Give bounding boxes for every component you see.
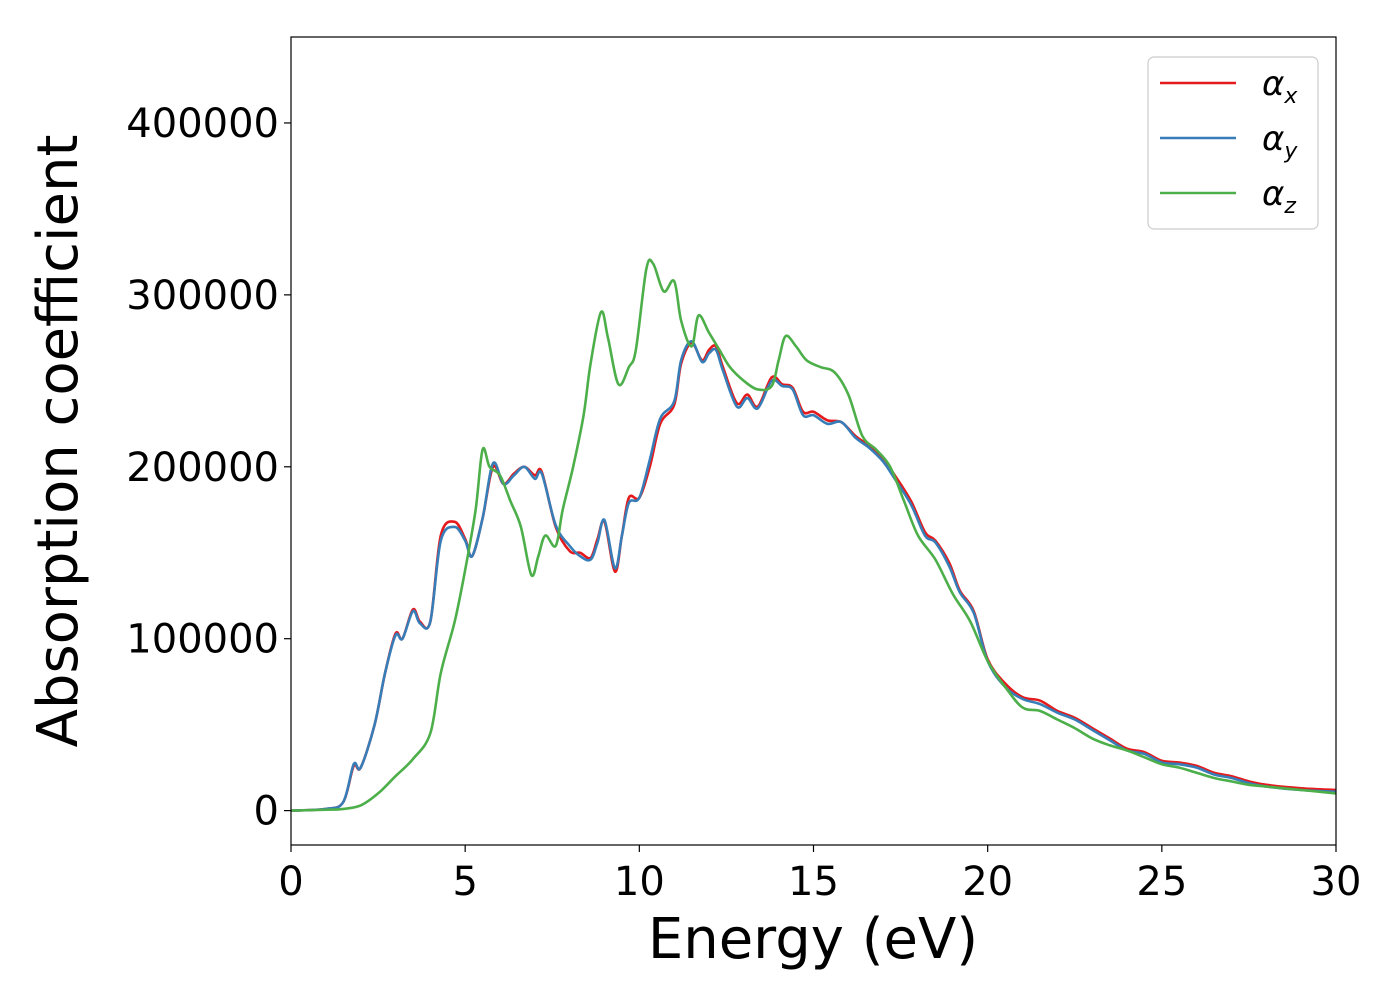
y-tick-label: 0 [254, 789, 279, 835]
x-tick-label: 0 [278, 859, 303, 905]
x-tick-label: 5 [452, 859, 477, 905]
y-tick-label: 400000 [126, 101, 279, 147]
x-tick-label: 15 [788, 859, 839, 905]
x-tick-label: 10 [614, 859, 665, 905]
y-tick-label: 100000 [126, 617, 279, 663]
y-axis-title: Absorption coefficient [26, 135, 91, 748]
legend-box [1147, 56, 1319, 230]
x-tick-label: 30 [1311, 859, 1362, 905]
x-axis-ticks: 0 5 10 15 20 25 30 [278, 845, 1361, 905]
series-line-x [290, 341, 1337, 812]
x-axis-title: Energy (eV) [648, 907, 978, 972]
x-tick-label: 25 [1136, 859, 1187, 905]
y-axis-ticks: 0 100000 200000 300000 400000 [126, 101, 291, 835]
y-tick-label: 300000 [126, 273, 279, 319]
series-line-y [290, 339, 1337, 812]
series-layer [290, 258, 1337, 812]
y-tick-label: 200000 [126, 445, 279, 491]
legend-label-z: αz [1262, 174, 1296, 219]
series-line-z [290, 258, 1337, 812]
x-tick-label: 20 [962, 859, 1013, 905]
